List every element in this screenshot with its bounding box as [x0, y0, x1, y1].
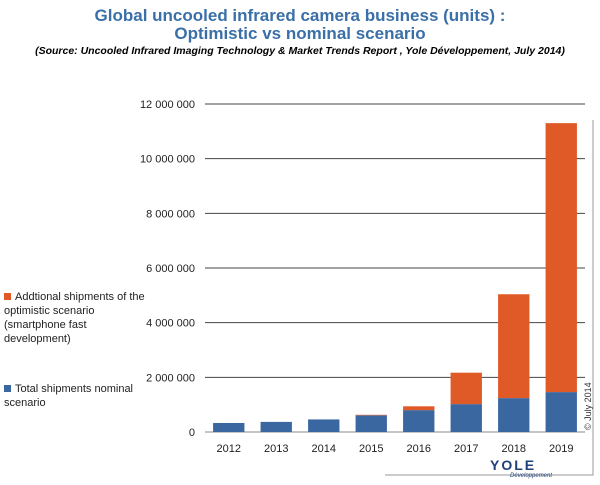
bar-2018 — [498, 398, 530, 432]
bar-2019 — [545, 392, 577, 432]
bar-2016 — [403, 406, 435, 411]
copyright: © July 2014 — [583, 382, 593, 430]
chart-title-line2: Optimistic vs nominal scenario — [174, 24, 426, 43]
x-tick-label: 2015 — [359, 443, 383, 455]
x-tick-label: 2016 — [407, 443, 431, 455]
legend-swatch — [4, 293, 11, 300]
bar-2019 — [545, 123, 577, 393]
y-tick-label: 12 000 000 — [140, 99, 195, 111]
bar-2017 — [450, 404, 482, 432]
x-tick-label: 2019 — [549, 443, 573, 455]
chart-source: (Source: Uncooled Infrared Imaging Techn… — [35, 45, 565, 57]
legend-item-nominal: Total shipments nominal scenario — [4, 382, 154, 410]
x-tick-label: 2017 — [454, 443, 478, 455]
bar-2015 — [355, 414, 387, 416]
bar-2014 — [308, 419, 340, 432]
bar-2016 — [403, 410, 435, 432]
yole-logo: YOLE — [490, 457, 537, 473]
x-tick-label: 2014 — [312, 443, 336, 455]
x-tick-label: 2012 — [217, 443, 241, 455]
bar-2015 — [355, 415, 387, 432]
legend-label: Addtional shipments of the optimistic sc… — [4, 291, 145, 345]
x-tick-label: 2018 — [502, 443, 526, 455]
bar-2012 — [213, 422, 245, 432]
bar-2017 — [450, 372, 482, 405]
chart-title-line1: Global uncooled infrared camera business… — [94, 6, 506, 25]
y-tick-label: 4 000 000 — [146, 318, 195, 330]
legend-item-optimistic: Addtional shipments of the optimistic sc… — [4, 290, 154, 346]
bar-2013 — [260, 421, 292, 432]
y-tick-label: 10 000 000 — [140, 154, 195, 166]
y-tick-label: 2 000 000 — [146, 372, 195, 384]
bar-2018 — [498, 294, 530, 399]
y-tick-label: 8 000 000 — [146, 208, 195, 220]
frame-line — [385, 120, 594, 476]
legend-swatch — [4, 385, 11, 392]
x-tick-label: 2013 — [264, 443, 288, 455]
y-tick-label: 0 — [189, 427, 195, 439]
y-tick-label: 6 000 000 — [146, 263, 195, 275]
legend-label: Total shipments nominal scenario — [4, 383, 134, 409]
yole-logo-sub: Développement — [510, 473, 553, 479]
